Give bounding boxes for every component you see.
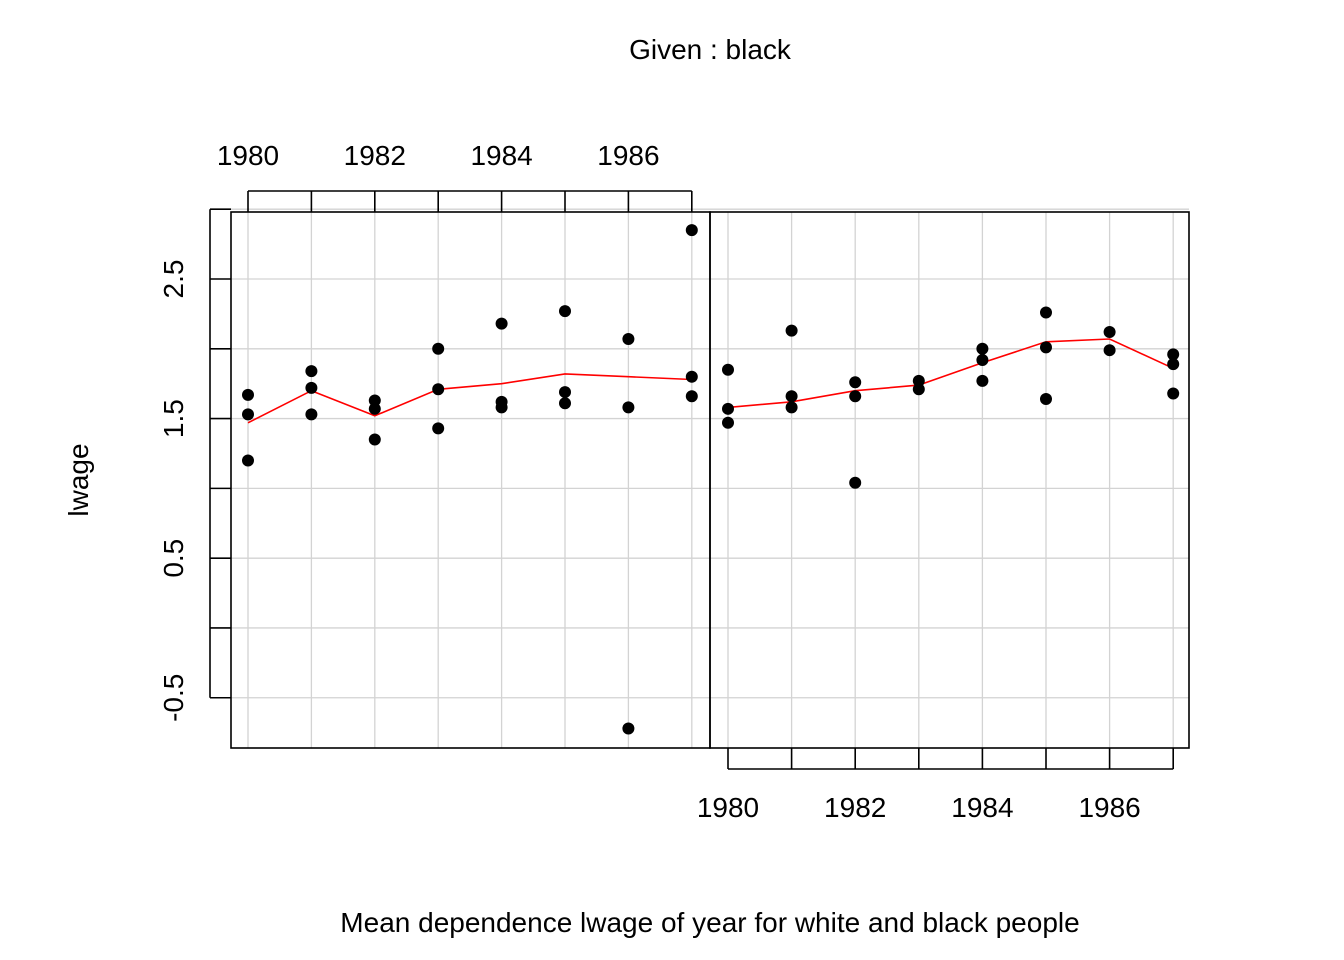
data-point [849,376,862,389]
data-point [559,305,571,318]
top-axis-tick-label: 1986 [597,140,659,171]
data-point [622,333,635,346]
data-point [849,476,862,489]
data-point [722,402,734,415]
data-point [1167,387,1180,400]
data-point [242,388,254,401]
y-axis-title: lwage [63,443,94,516]
y-axis-tick-label: 2.5 [158,260,189,299]
data-point [622,722,635,735]
mean-line-left [247,373,692,424]
data-point [976,374,989,387]
data-point [785,390,798,403]
data-point [1040,341,1052,354]
y-axis-tick-label: 0.5 [158,539,189,578]
data-point [1103,344,1116,357]
y-axis-tick-label: 1.5 [158,399,189,438]
data-point [242,408,254,421]
data-point [495,395,508,408]
data-point [495,317,508,330]
data-point [849,390,862,403]
data-point [912,383,925,396]
data-point [785,401,798,414]
data-point [305,381,318,394]
bottom-axis-tick-label: 1980 [697,792,759,823]
data-point [785,324,798,337]
data-point [912,374,925,387]
data-point [559,386,571,399]
bottom-axis-tick-label: 1984 [951,792,1013,823]
top-axis-tick-label: 1982 [344,140,406,171]
data-point [432,342,445,355]
top-axis-tick-label: 1984 [470,140,532,171]
data-point [432,383,445,396]
data-point [305,408,318,421]
data-point [368,402,381,415]
data-point [432,422,445,435]
bottom-axis-tick-label: 1986 [1078,792,1140,823]
y-axis-tick-label: -0.5 [158,674,189,722]
x-axis-title: Mean dependence lwage of year for white … [340,907,1079,938]
data-point [1167,358,1180,371]
data-point [685,390,698,403]
data-point [976,342,989,355]
data-point [368,433,381,446]
plot-area: 1980 1982 1984 1986 1980 1982 1984 1986 -0.5 0.5 1… [158,140,1190,823]
data-point [1167,348,1180,361]
data-point [722,363,734,376]
data-point [559,397,571,410]
data-point [1040,393,1052,406]
panel-border-left [230,211,711,749]
data-point [685,224,698,237]
data-point [368,394,381,407]
data-point [305,365,318,378]
top-axis-tick-label: 1980 [217,140,279,171]
data-point [685,370,698,383]
data-point [1103,326,1116,339]
data-point [622,401,635,414]
bottom-axis-tick-label: 1982 [824,792,886,823]
data-point [242,454,254,467]
panel-border-right [709,211,1190,749]
data-point [1040,306,1052,319]
mean-line-right [727,338,1174,409]
data-point [722,416,734,429]
given-label: Given : black [629,34,792,65]
data-point [976,353,989,366]
